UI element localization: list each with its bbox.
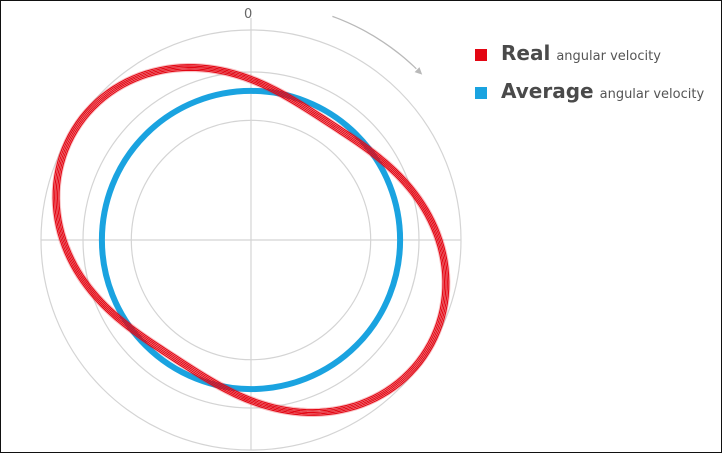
legend-label-real-bold: Real (501, 41, 551, 65)
legend: Real angular velocity Average angular ve… (475, 41, 704, 117)
legend-swatch-real (475, 49, 487, 61)
series-real-line-1 (58, 69, 444, 411)
legend-swatch-average (475, 87, 487, 99)
legend-label-average-rest: angular velocity (599, 87, 705, 102)
rotation-arrow-icon (332, 15, 423, 75)
rotation-arrow-head (414, 67, 423, 75)
series-real-line-2 (56, 68, 446, 412)
legend-entry-real: Real angular velocity (475, 41, 704, 71)
series-average-line (98, 87, 404, 393)
angle-tick-label-0: 0 (244, 7, 253, 22)
series-layer (51, 63, 451, 417)
series-real-line-4 (54, 65, 448, 415)
legend-entry-average: Average angular velocity (475, 79, 704, 109)
series-real-line-5 (52, 64, 450, 416)
legend-label-real-rest: angular velocity (556, 49, 661, 64)
rotation-arrow-arc (332, 15, 417, 70)
legend-label-average-bold: Average (501, 79, 594, 103)
series-real-line-3 (55, 66, 447, 414)
